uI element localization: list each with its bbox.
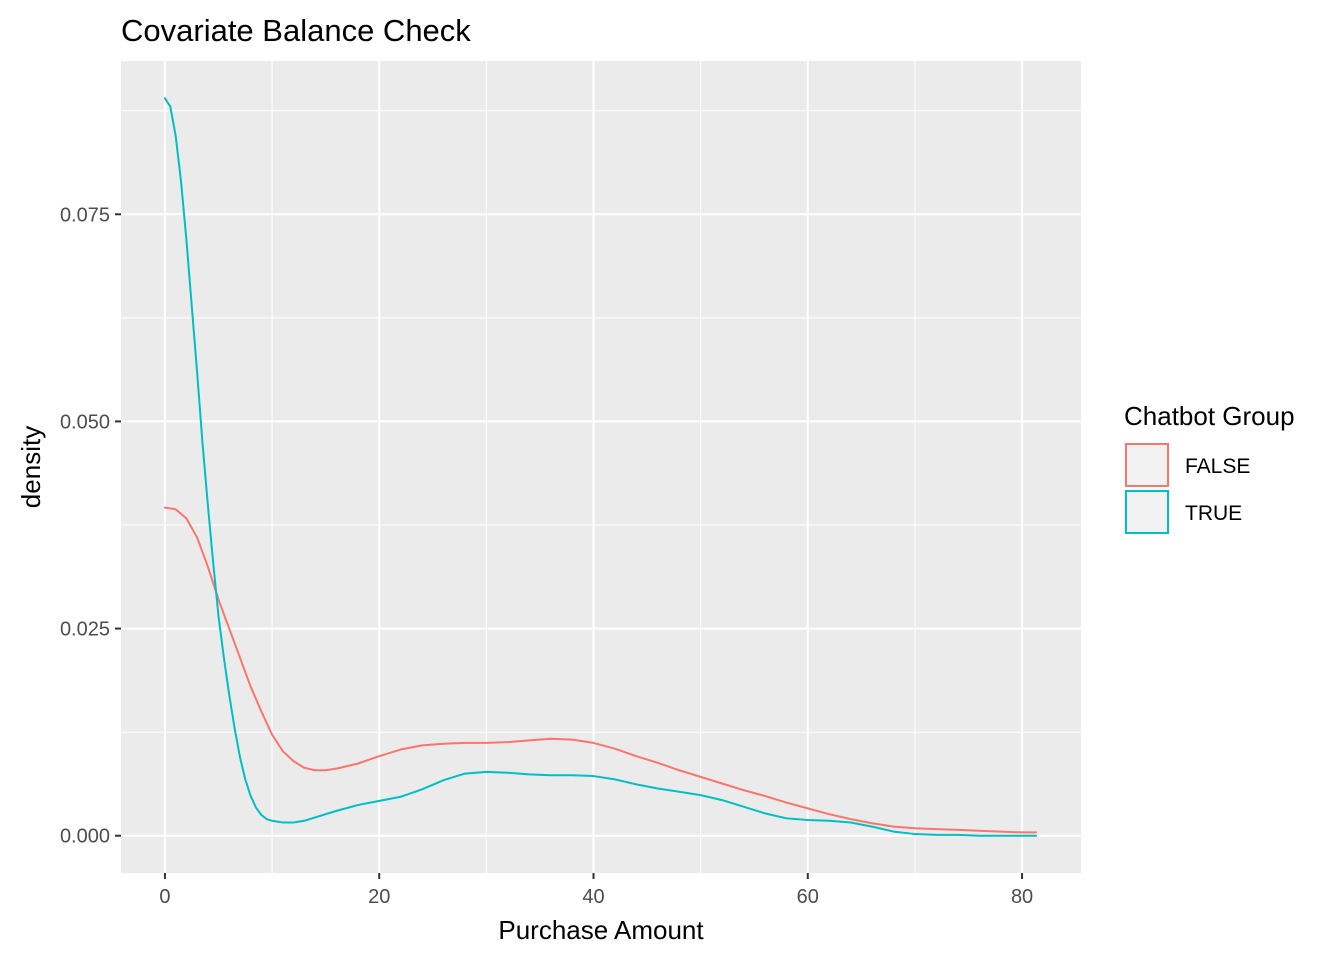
series-lines (163, 97, 1037, 837)
legend-items: FALSE TRUE (1125, 443, 1250, 534)
x-tick-label: 40 (582, 886, 604, 908)
legend-key-true (1125, 490, 1169, 534)
y-tick-label: 0.075 (60, 204, 110, 226)
x-axis-ticks: 0 20 40 60 80 (159, 873, 1033, 908)
chart-title: Covariate Balance Check (121, 13, 471, 48)
y-axis-ticks: 0.000 0.025 0.050 0.075 (60, 204, 121, 848)
x-tick-label: 0 (159, 886, 170, 908)
y-tick-label: 0.025 (60, 619, 110, 641)
x-tick-label: 20 (368, 886, 390, 908)
legend-label-false: FALSE (1185, 455, 1250, 478)
series-line-true (163, 97, 1037, 837)
y-tick-label: 0.000 (60, 826, 110, 848)
series-line-false (163, 506, 1037, 834)
grid-minor (121, 61, 1081, 873)
legend-key-false (1125, 443, 1169, 487)
grid-major (121, 61, 1081, 873)
legend: Chatbot Group FALSE TRUE (1124, 401, 1295, 534)
legend-title: Chatbot Group (1124, 401, 1295, 431)
y-tick-label: 0.050 (60, 411, 110, 433)
x-tick-label: 80 (1011, 886, 1033, 908)
plot-panel (121, 61, 1081, 873)
x-axis-title: Purchase Amount (498, 915, 704, 945)
y-axis-title: density (16, 426, 46, 508)
legend-label-true: TRUE (1185, 502, 1242, 525)
x-tick-label: 60 (797, 886, 819, 908)
